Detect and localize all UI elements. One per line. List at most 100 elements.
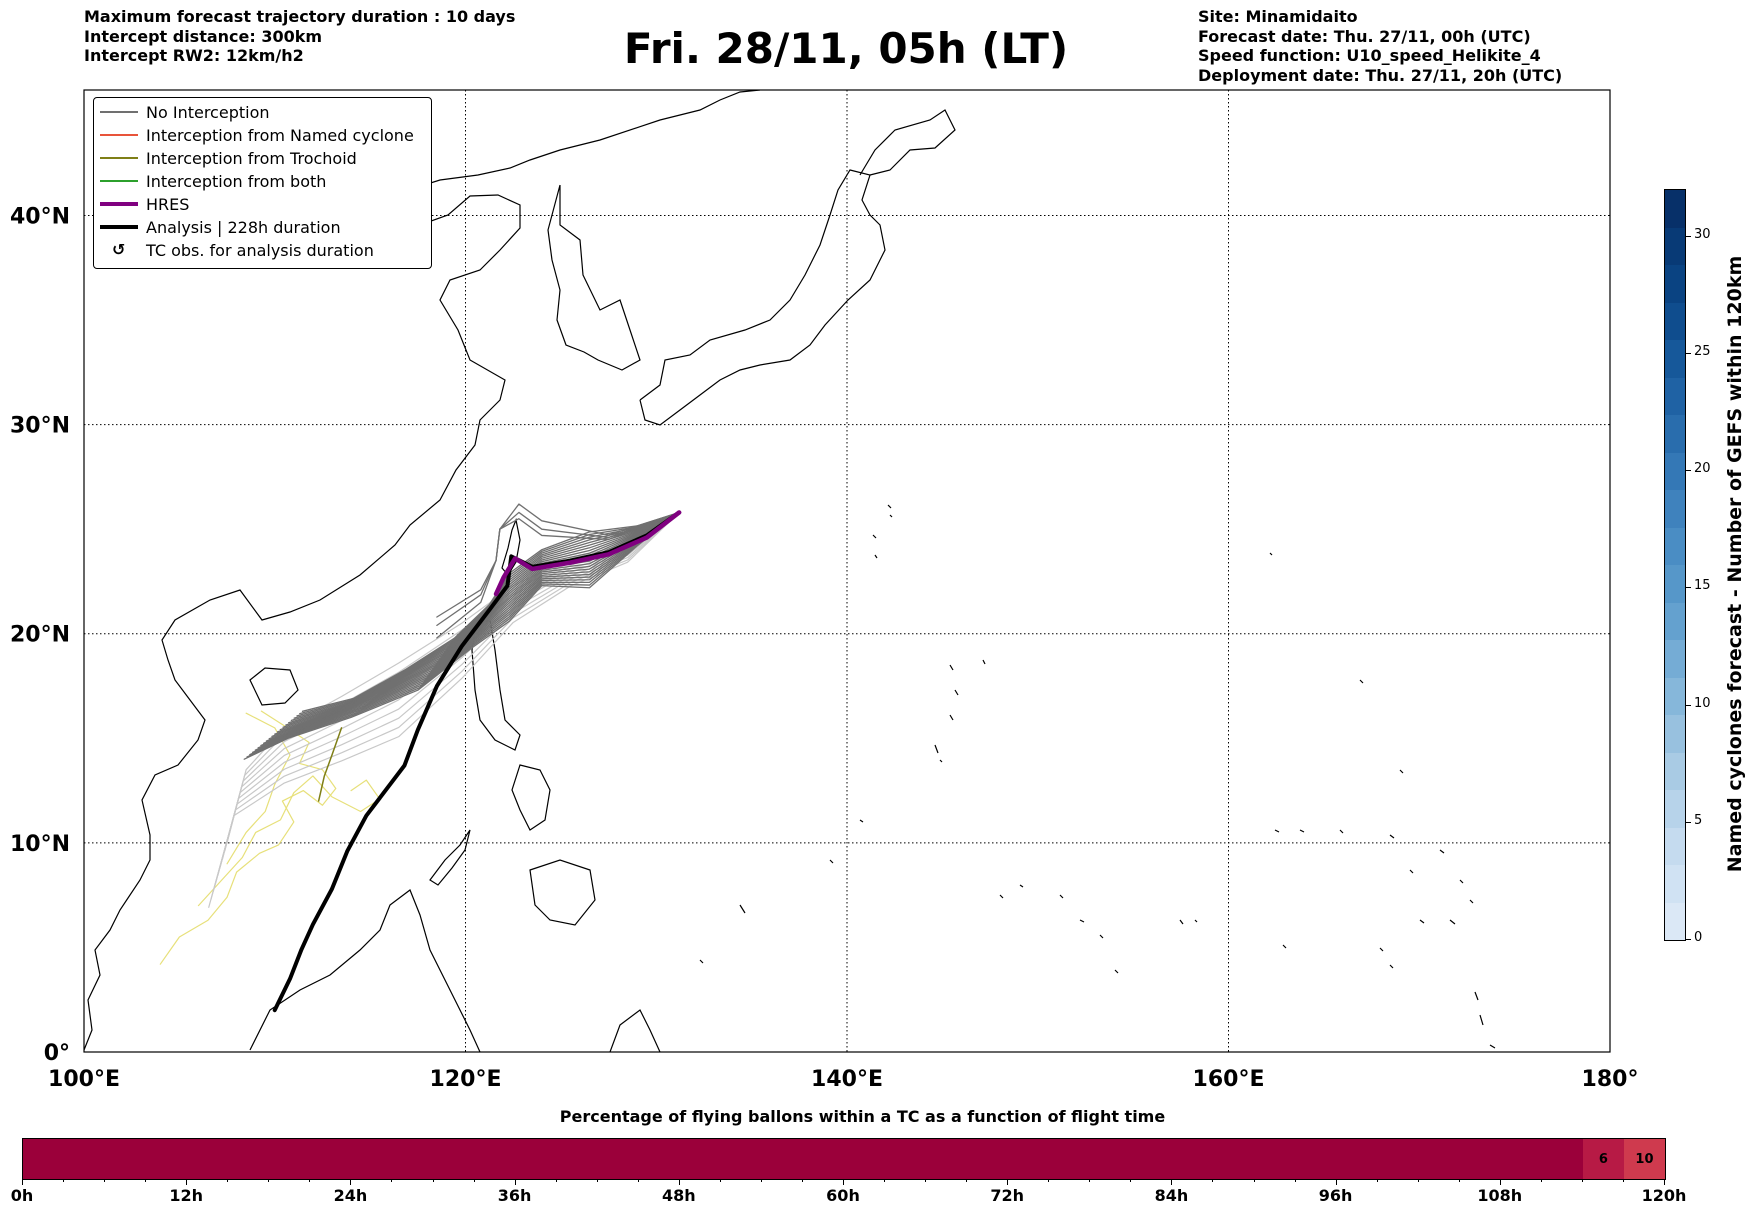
colorbar-tick-label: 10: [1694, 695, 1711, 711]
map-title: Fri. 28/11, 05h (LT): [623, 24, 1069, 73]
ensemble-member: [254, 511, 680, 751]
percentage-tick: [843, 1179, 844, 1185]
legend-item-hres: HRES: [94, 194, 429, 216]
percentage-tick: [1048, 1179, 1050, 1182]
colorbar-tick: [1685, 939, 1691, 940]
percentage-tick: [514, 1179, 516, 1185]
colorbar-tick: [1685, 587, 1691, 589]
legend-label: Analysis | 228h duration: [146, 218, 341, 237]
ensemble-member-late: [226, 511, 680, 844]
colorbar-segment: [1665, 677, 1685, 715]
colorbar-label: Named cyclones forecast - Number of GEFS…: [1724, 255, 1746, 873]
legend-item-tc-obs: ↺ TC obs. for analysis duration: [94, 240, 429, 262]
percentage-tick: [1130, 1179, 1132, 1182]
mindanao-coast: [529, 859, 596, 926]
colorbar-tick-label: 25: [1694, 344, 1711, 360]
legend-swatch: [100, 111, 138, 113]
percentage-tick: [925, 1179, 927, 1182]
forecast-date: Forecast date: Thu. 27/11, 00h (UTC): [1198, 26, 1531, 46]
forecast-parameters: Maximum forecast trajectory duration : 1…: [84, 7, 515, 66]
percentage-tick: [186, 1179, 188, 1185]
hokkaido-coast: [859, 109, 956, 176]
percentage-tick: [1664, 1179, 1665, 1185]
percentage-tick: [1417, 1179, 1419, 1182]
percentage-tick: [350, 1179, 352, 1185]
colorbar-tick: [1685, 821, 1691, 823]
colorbar-segment: [1665, 790, 1685, 828]
site-name: Site: Minamidaito: [1198, 7, 1358, 26]
ensemble-member: [274, 511, 680, 735]
percentage-tick: [22, 1179, 23, 1185]
tc-obs-track: [226, 712, 291, 865]
legend-swatch: [100, 134, 138, 136]
graticule: [84, 90, 1610, 1052]
ensemble-member: [251, 511, 680, 754]
colorbar: [1664, 189, 1686, 941]
deployment-date: Deployment date: Thu. 27/11, 20h (UTC): [1198, 65, 1563, 85]
percentage-tick: [555, 1179, 557, 1182]
small-islands: [699, 504, 1496, 1049]
percentage-tick-label: 120h: [1641, 1186, 1687, 1205]
percentage-tick: [391, 1179, 393, 1182]
legend-item-trochoid: Interception from Trochoid: [94, 148, 429, 170]
analysis-track: [272, 510, 682, 1013]
tc-obs-track: [197, 775, 381, 907]
legend-item-analysis: Analysis | 228h duration: [94, 217, 429, 239]
lat-tick-label: 20°N: [10, 623, 70, 648]
percentage-tick: [63, 1179, 65, 1182]
colorbar-segment: [1665, 865, 1685, 903]
japan-coast: [639, 169, 886, 426]
colorbar-segment: [1665, 377, 1685, 415]
legend-swatch: [100, 157, 138, 159]
speed-function: Speed function: U10_speed_Helikite_4: [1198, 46, 1541, 65]
coastlines: [84, 90, 1496, 1052]
ensemble-member: [243, 511, 680, 760]
percentage-tick-label: 72h: [990, 1186, 1025, 1205]
colorbar-segment: [1665, 715, 1685, 753]
percentage-segment: 10: [1623, 1139, 1665, 1179]
map-border: [83, 89, 1611, 1053]
colorbar-segment: [1665, 265, 1685, 303]
colorbar-tick: [1685, 353, 1691, 355]
percentage-tick-label: 12h: [169, 1186, 204, 1205]
lat-tick-label: 40°N: [10, 204, 70, 229]
percentage-tick: [473, 1179, 475, 1182]
percentage-tick: [1335, 1179, 1337, 1185]
legend-label: HRES: [146, 195, 190, 214]
colorbar-segment: [1665, 752, 1685, 790]
percentage-tick: [719, 1179, 721, 1182]
percentage-bar-title: Percentage of flying ballons within a TC…: [559, 1107, 1166, 1126]
ensemble-member: [249, 511, 680, 756]
sulawesi-coast: [609, 1009, 661, 1052]
colorbar-segment: [1665, 340, 1685, 378]
percentage-tick-label: 24h: [333, 1186, 368, 1205]
percentage-tick: [801, 1179, 803, 1182]
param-duration: Maximum forecast trajectory duration : 1…: [84, 7, 516, 26]
legend-swatch: [100, 180, 138, 182]
colorbar-tick-label: 20: [1694, 461, 1711, 477]
percentage-tick: [966, 1179, 968, 1182]
colorbar-segment: [1665, 902, 1685, 940]
colorbar-tick-label: 0: [1694, 930, 1703, 945]
percentage-tick: [1253, 1179, 1255, 1182]
param-intercept-rw2: Intercept RW2: 12km/h2: [84, 46, 304, 65]
lon-tick-label: 100°E: [48, 1067, 120, 1092]
axis-labels: 100°E 120°E 140°E 160°E 180° 0° 10°N 20°N 30°N 40…: [10, 204, 1639, 1092]
percentage-tick: [309, 1179, 311, 1182]
legend-item-no-interception: No Interception: [94, 102, 429, 124]
percentage-segment: [23, 1139, 1583, 1179]
lat-tick-label: 0°: [44, 1041, 70, 1066]
colorbar-segment: [1665, 490, 1685, 528]
percentage-tick: [432, 1179, 434, 1182]
percentage-tick: [1294, 1179, 1296, 1182]
legend-swatch: [100, 225, 138, 229]
lon-tick-label: 180°: [1582, 1067, 1639, 1092]
param-intercept-distance: Intercept distance: 300km: [84, 26, 323, 46]
palawan-coast: [429, 829, 471, 886]
colorbar-tick: [1685, 470, 1691, 472]
ensemble-member: [246, 511, 680, 758]
percentage-tick: [1171, 1179, 1173, 1185]
colorbar-segment: [1665, 415, 1685, 453]
mainland-coast: [84, 90, 761, 1051]
percentage-tick: [1212, 1179, 1214, 1182]
